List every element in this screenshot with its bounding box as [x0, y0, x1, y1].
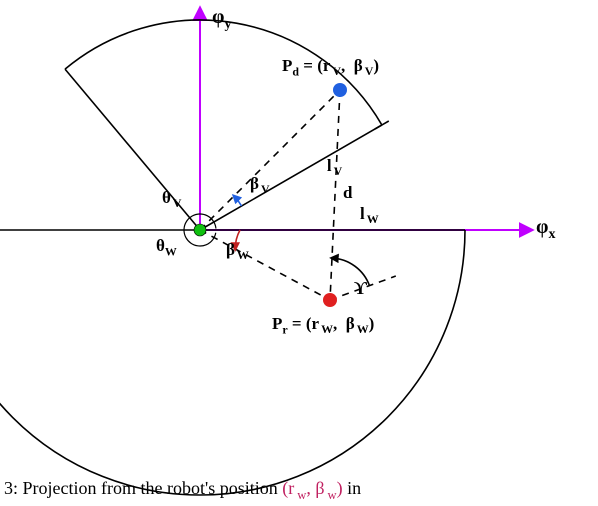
- point-pd: [333, 83, 347, 97]
- caption-coord: (rw, βw): [282, 478, 342, 498]
- point-origin: [194, 224, 206, 236]
- beta-w-label: βW: [226, 240, 249, 263]
- upper-chord-right: [200, 125, 382, 230]
- beta-v-label: βV: [250, 174, 270, 197]
- d-label: d: [343, 183, 352, 203]
- pd-label: Pd = (rV, βV): [282, 56, 379, 79]
- l-w-label: lW: [360, 204, 379, 227]
- y-axis-label: φy: [212, 6, 231, 33]
- lower-arc: [0, 230, 465, 495]
- line-o-pd: [200, 90, 340, 230]
- pr-label: Pr = (rW, βW): [272, 314, 374, 337]
- upper-chord-tick: [375, 121, 389, 129]
- point-pr: [323, 293, 337, 307]
- l-v-label: lV: [327, 156, 342, 179]
- caption-suffix: in: [343, 478, 362, 498]
- theta-v-label: θV: [162, 188, 181, 211]
- theta-w-label: θW: [156, 236, 177, 259]
- line-o-pr: [200, 230, 330, 300]
- line-pd-pr: [330, 90, 340, 300]
- diagram-canvas: φy φx θV θW βV βW ϒdlV lW Pd = (rV, βV) Pr = (rW,…: [0, 0, 598, 506]
- x-axis-label: φx: [536, 216, 555, 243]
- arc-beta-v: [234, 196, 242, 206]
- caption-line: 3: Projection from the robot's position …: [4, 478, 361, 503]
- caption-prefix: 3: Projection from the robot's position: [4, 478, 282, 498]
- gamma-label: ϒ: [354, 278, 367, 299]
